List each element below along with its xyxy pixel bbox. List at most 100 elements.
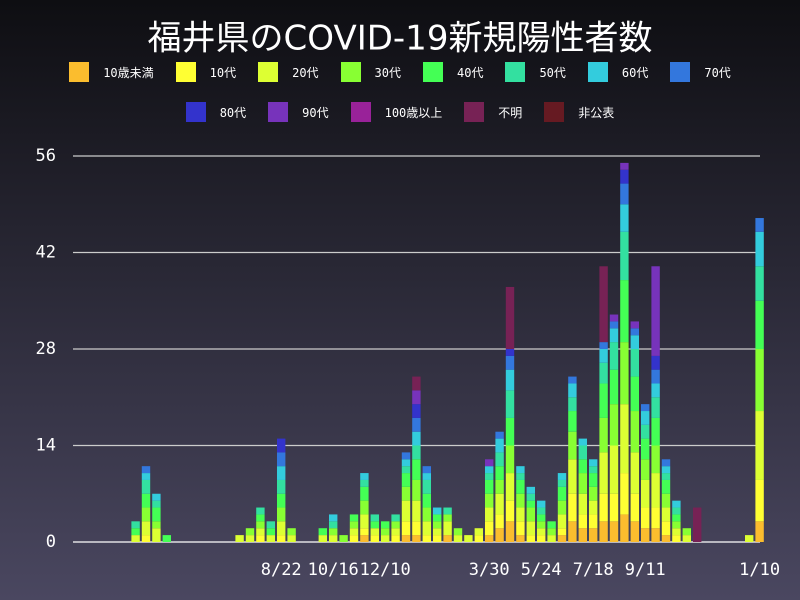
bar-segment: [537, 528, 546, 536]
bar-segment: [516, 473, 525, 480]
bar-segment: [661, 479, 671, 494]
bar-segment: [412, 521, 421, 536]
bar-segment: [505, 355, 515, 370]
bar-segment: [578, 514, 587, 529]
bar-segment: [495, 431, 504, 439]
bar-segment: [131, 535, 140, 542]
bar-segment: [277, 493, 286, 508]
bar-segment: [422, 507, 431, 522]
bar-segment: [557, 500, 567, 515]
bar-segment: [568, 383, 577, 398]
bar-segment: [661, 521, 671, 536]
legend-label: 不明: [498, 105, 523, 120]
bar-segment: [287, 528, 296, 536]
bar-segment: [755, 521, 764, 542]
bar-segment: [661, 507, 671, 522]
bar-segment: [485, 473, 494, 480]
bar-segment: [495, 528, 504, 542]
bar-segment: [370, 535, 379, 542]
bar-segment: [141, 535, 151, 542]
bar-segment: [391, 514, 400, 522]
bar-segment: [651, 445, 660, 474]
bar-segment: [329, 521, 338, 529]
bar-segment: [630, 349, 639, 377]
legend-item: 70代: [670, 62, 731, 82]
bar-segment: [651, 417, 660, 446]
x-tick-label: 1/10: [739, 560, 780, 580]
bar-segment: [318, 528, 327, 536]
bar-segment: [235, 535, 244, 542]
bar-segment: [495, 493, 504, 515]
bar-segment: [360, 535, 369, 542]
bar-segment: [360, 473, 369, 480]
bar-segment: [641, 404, 650, 412]
bar-segment: [422, 479, 431, 494]
bar-segment: [537, 521, 546, 529]
bar-segment: [537, 514, 546, 522]
bar-segment: [568, 521, 577, 542]
bar-segment: [755, 411, 764, 480]
bar-segment: [152, 521, 161, 529]
bar-segment: [401, 473, 411, 487]
bar-segment: [401, 466, 411, 474]
bar-segment: [495, 514, 504, 529]
bar-segment: [391, 521, 400, 529]
bar-segment: [495, 466, 504, 480]
bar-segment: [755, 218, 764, 232]
legend-label: 70代: [704, 65, 731, 80]
bar-segment: [516, 493, 525, 508]
bar-segment: [651, 383, 660, 398]
bar-segment: [141, 521, 151, 536]
bar-segment: [516, 521, 525, 536]
legend-swatch: [175, 62, 196, 82]
bar-segment: [485, 459, 494, 467]
bar-segment: [266, 521, 275, 529]
bar-segment: [516, 479, 525, 494]
bar-segment: [505, 349, 515, 356]
bar-segment: [599, 493, 608, 522]
bar-segment: [401, 486, 411, 501]
bar-segment: [755, 266, 764, 301]
legend-item: 10歳未満: [69, 62, 154, 82]
bar-segment: [474, 528, 483, 536]
bar-segment: [557, 479, 567, 487]
bar-segment: [651, 355, 660, 370]
legend-label: 30代: [374, 65, 401, 80]
legend-item: 50代: [505, 62, 566, 82]
bar-segment: [505, 417, 515, 446]
bar-segment: [516, 535, 525, 542]
bar-segment: [526, 486, 535, 494]
bar-segment: [620, 162, 629, 170]
bar-segment: [277, 535, 286, 542]
bar-segment: [589, 459, 598, 467]
y-tick-label: 14: [36, 436, 56, 456]
bar-segment: [141, 479, 151, 494]
bar-segment: [630, 376, 639, 412]
bar-segment: [256, 528, 265, 536]
bar-segment: [401, 452, 411, 460]
bar-segment: [412, 500, 421, 522]
bar-segment: [755, 349, 764, 412]
legend-label: 10代: [209, 65, 237, 80]
legend-item: 非公表: [544, 102, 614, 122]
bar-segment: [443, 507, 452, 515]
bar-segment: [141, 507, 151, 522]
bar-segment: [641, 411, 650, 425]
bar-segment: [578, 493, 587, 515]
legend-item: 20代: [258, 62, 319, 82]
bar-segment: [412, 459, 421, 480]
bar-segment: [412, 390, 421, 405]
bar-segment: [557, 486, 567, 501]
bar-segment: [505, 390, 515, 418]
bar-segment: [516, 507, 525, 522]
bar-segment: [453, 535, 463, 542]
bar-segment: [505, 286, 515, 349]
bar-segment: [609, 342, 619, 370]
bar-segment: [599, 342, 608, 349]
bar-segment: [547, 521, 556, 529]
legend-swatch: [544, 102, 565, 122]
bar-segment: [152, 500, 161, 508]
bar-segment: [453, 528, 463, 536]
bar-segment: [277, 507, 286, 522]
